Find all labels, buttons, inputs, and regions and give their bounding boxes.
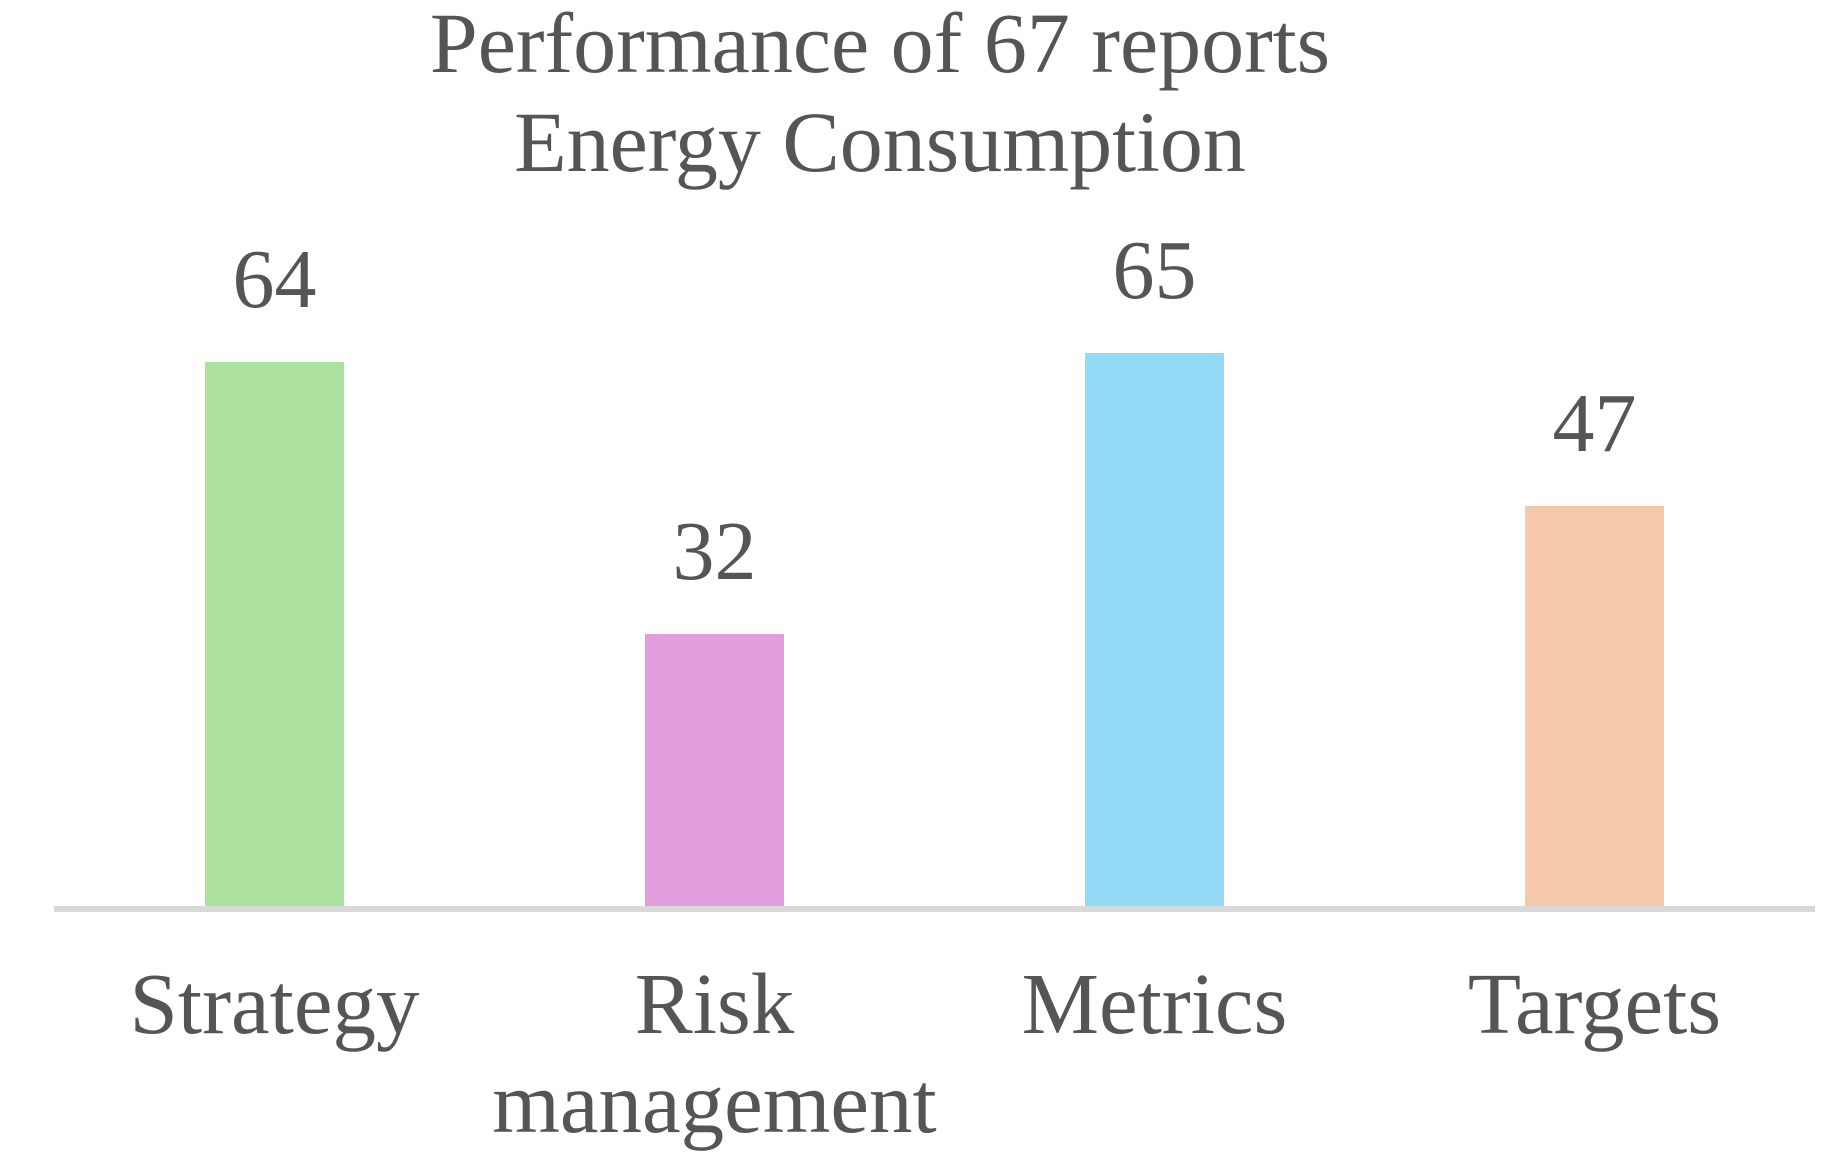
category-label: Metrics	[1021, 955, 1288, 1052]
chart-title: Performance of 67 reports Energy Consump…	[429, 0, 1331, 190]
bar	[1085, 353, 1224, 906]
bar-value-label: 47	[1552, 377, 1637, 470]
plot-area: 64 32 65 47	[205, 224, 1664, 906]
category-label: Strategy	[129, 955, 420, 1052]
bar	[645, 634, 784, 906]
category-label: Targets	[1467, 955, 1722, 1052]
category-label: Risk management	[492, 955, 937, 1151]
bar-value-label: 65	[1112, 224, 1197, 317]
bar	[1525, 506, 1664, 906]
bar	[205, 362, 344, 906]
x-axis-line	[54, 906, 1815, 912]
category-label-row: Strategy Risk management Metrics Targets	[0, 954, 1839, 1162]
bar-value-label: 64	[232, 233, 317, 326]
bar-value-label: 32	[672, 505, 757, 598]
